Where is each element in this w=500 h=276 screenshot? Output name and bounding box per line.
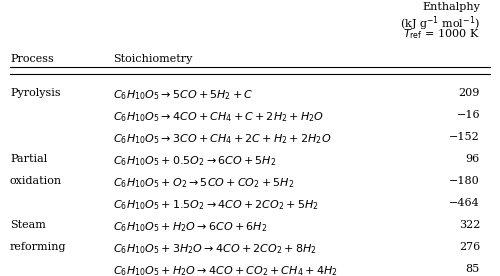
Text: $C_6H_{10}O_5 + 1.5O_2 \rightarrow 4CO + 2CO_2 + 5H_2$: $C_6H_{10}O_5 + 1.5O_2 \rightarrow 4CO +… bbox=[113, 198, 319, 212]
Text: Stoichiometry: Stoichiometry bbox=[113, 54, 192, 64]
Text: $C_6H_{10}O_5 + 3H_2O \rightarrow 4CO + 2CO_2 + 8H_2$: $C_6H_{10}O_5 + 3H_2O \rightarrow 4CO + … bbox=[113, 242, 316, 256]
Text: oxidation: oxidation bbox=[10, 176, 62, 186]
Text: Steam: Steam bbox=[10, 220, 46, 230]
Text: Partial: Partial bbox=[10, 154, 47, 164]
Text: $C_6H_{10}O_5 + H_2O \rightarrow 6CO + 6H_2$: $C_6H_{10}O_5 + H_2O \rightarrow 6CO + 6… bbox=[113, 220, 267, 234]
Text: $C_6H_{10}O_5 \rightarrow 5CO + 5H_2 + C$: $C_6H_{10}O_5 \rightarrow 5CO + 5H_2 + C… bbox=[113, 88, 254, 102]
Text: −464: −464 bbox=[449, 198, 480, 208]
Text: $C_6H_{10}O_5 \rightarrow 4CO + CH_4 + C + 2H_2 + H_2O$: $C_6H_{10}O_5 \rightarrow 4CO + CH_4 + C… bbox=[113, 110, 324, 124]
Text: $C_6H_{10}O_5 + H_2O \rightarrow 4CO + CO_2 + CH_4 + 4H_2$: $C_6H_{10}O_5 + H_2O \rightarrow 4CO + C… bbox=[113, 264, 338, 276]
Text: 209: 209 bbox=[458, 88, 480, 98]
Text: 322: 322 bbox=[458, 220, 480, 230]
Text: reforming: reforming bbox=[10, 242, 66, 252]
Text: $C_6H_{10}O_5 + 0.5O_2 \rightarrow 6CO + 5H_2$: $C_6H_{10}O_5 + 0.5O_2 \rightarrow 6CO +… bbox=[113, 154, 276, 168]
Text: Enthalphy: Enthalphy bbox=[422, 2, 480, 12]
Text: Pyrolysis: Pyrolysis bbox=[10, 88, 60, 98]
Text: 85: 85 bbox=[466, 264, 480, 274]
Text: −16: −16 bbox=[456, 110, 480, 120]
Text: $C_6H_{10}O_5 + O_2 \rightarrow 5CO + CO_2 + 5H_2$: $C_6H_{10}O_5 + O_2 \rightarrow 5CO + CO… bbox=[113, 176, 294, 190]
Text: 276: 276 bbox=[459, 242, 480, 252]
Text: $T_{\mathrm{ref}}$ = 1000 K: $T_{\mathrm{ref}}$ = 1000 K bbox=[404, 27, 480, 41]
Text: −180: −180 bbox=[449, 176, 480, 186]
Text: $C_6H_{10}O_5 \rightarrow 3CO + CH_4 + 2C + H_2 + 2H_2O$: $C_6H_{10}O_5 \rightarrow 3CO + CH_4 + 2… bbox=[113, 132, 332, 146]
Text: 96: 96 bbox=[466, 154, 480, 164]
Text: (kJ g$^{-1}$ mol$^{-1}$): (kJ g$^{-1}$ mol$^{-1}$) bbox=[400, 14, 480, 33]
Text: −152: −152 bbox=[449, 132, 480, 142]
Text: Process: Process bbox=[10, 54, 54, 64]
